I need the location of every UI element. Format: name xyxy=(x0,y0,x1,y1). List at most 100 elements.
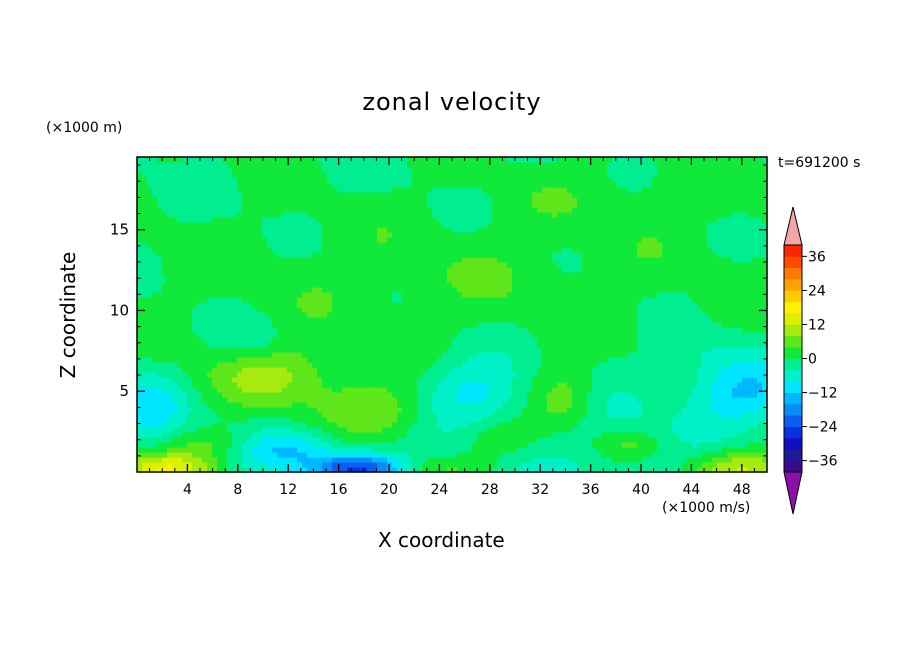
field-cell xyxy=(137,367,143,373)
field-cell xyxy=(587,277,593,283)
field-cell xyxy=(702,297,708,303)
field-cell xyxy=(607,407,613,413)
field-cell xyxy=(412,372,418,378)
field-cell xyxy=(712,292,718,298)
field-cell xyxy=(497,377,503,383)
field-cell xyxy=(672,357,678,363)
field-cell xyxy=(362,412,368,418)
field-cell xyxy=(372,347,378,353)
field-cell xyxy=(532,402,538,408)
field-cell xyxy=(367,467,373,473)
field-cell xyxy=(732,427,738,433)
field-cell xyxy=(222,417,228,423)
field-cell xyxy=(672,342,678,348)
field-cell xyxy=(407,367,413,373)
field-cell xyxy=(417,457,423,463)
field-cell xyxy=(502,432,508,438)
field-cell xyxy=(302,317,308,323)
field-cell xyxy=(252,417,258,423)
field-cell xyxy=(602,397,608,403)
field-cell xyxy=(472,282,478,288)
field-cell xyxy=(287,357,293,363)
field-cell xyxy=(157,447,163,453)
field-cell xyxy=(712,277,718,283)
field-cell xyxy=(377,362,383,368)
field-cell xyxy=(602,317,608,323)
field-cell xyxy=(407,347,413,353)
field-cell xyxy=(557,307,563,313)
field-cell xyxy=(687,357,693,363)
field-cell xyxy=(447,417,453,423)
field-cell xyxy=(422,397,428,403)
field-cell xyxy=(602,392,608,398)
field-cell xyxy=(262,407,268,413)
field-cell xyxy=(662,377,668,383)
field-cell xyxy=(722,357,728,363)
field-cell xyxy=(722,412,728,418)
field-cell xyxy=(602,427,608,433)
field-cell xyxy=(397,307,403,313)
field-cell xyxy=(592,397,598,403)
field-cell xyxy=(357,332,363,338)
field-cell xyxy=(582,357,588,363)
field-cell xyxy=(182,367,188,373)
field-cell xyxy=(347,357,353,363)
field-cell xyxy=(482,402,488,408)
field-cell xyxy=(372,287,378,293)
field-cell xyxy=(307,362,313,368)
field-cell xyxy=(562,437,568,443)
field-cell xyxy=(752,402,758,408)
field-cell xyxy=(387,347,393,353)
field-cell xyxy=(382,382,388,388)
field-cell xyxy=(742,312,748,318)
field-cell xyxy=(687,332,693,338)
field-cell xyxy=(457,422,463,428)
field-cell xyxy=(267,347,273,353)
field-cell xyxy=(257,272,263,278)
field-cell xyxy=(647,352,653,358)
field-cell xyxy=(592,437,598,443)
field-cell xyxy=(177,322,183,328)
field-cell xyxy=(757,307,763,313)
field-cell xyxy=(507,467,513,473)
field-cell xyxy=(437,422,443,428)
field-cell xyxy=(357,392,363,398)
field-cell xyxy=(292,457,298,463)
field-cell xyxy=(602,332,608,338)
field-cell xyxy=(427,307,433,313)
field-cell xyxy=(232,392,238,398)
field-cell xyxy=(352,357,358,363)
field-cell xyxy=(507,317,513,323)
field-cell xyxy=(352,452,358,458)
field-cell xyxy=(352,317,358,323)
field-cell xyxy=(572,442,578,448)
field-cell xyxy=(307,272,313,278)
field-cell xyxy=(622,377,628,383)
field-cell xyxy=(147,277,153,283)
field-cell xyxy=(287,347,293,353)
field-cell xyxy=(737,417,743,423)
field-cell xyxy=(422,427,428,433)
field-cell xyxy=(367,417,373,423)
field-cell xyxy=(187,402,193,408)
field-cell xyxy=(742,402,748,408)
field-cell xyxy=(647,402,653,408)
field-cell xyxy=(617,357,623,363)
field-cell xyxy=(197,282,203,288)
field-cell xyxy=(587,292,593,298)
field-cell xyxy=(672,407,678,413)
field-cell xyxy=(607,317,613,323)
field-cell xyxy=(672,442,678,448)
field-cell xyxy=(312,387,318,393)
field-cell xyxy=(497,352,503,358)
field-cell xyxy=(327,337,333,343)
field-cell xyxy=(282,362,288,368)
field-cell xyxy=(452,437,458,443)
field-cell xyxy=(737,357,743,363)
field-cell xyxy=(212,417,218,423)
field-cell xyxy=(307,347,313,353)
field-cell xyxy=(167,417,173,423)
field-cell xyxy=(447,387,453,393)
field-cell xyxy=(762,457,768,463)
field-cell xyxy=(142,412,148,418)
